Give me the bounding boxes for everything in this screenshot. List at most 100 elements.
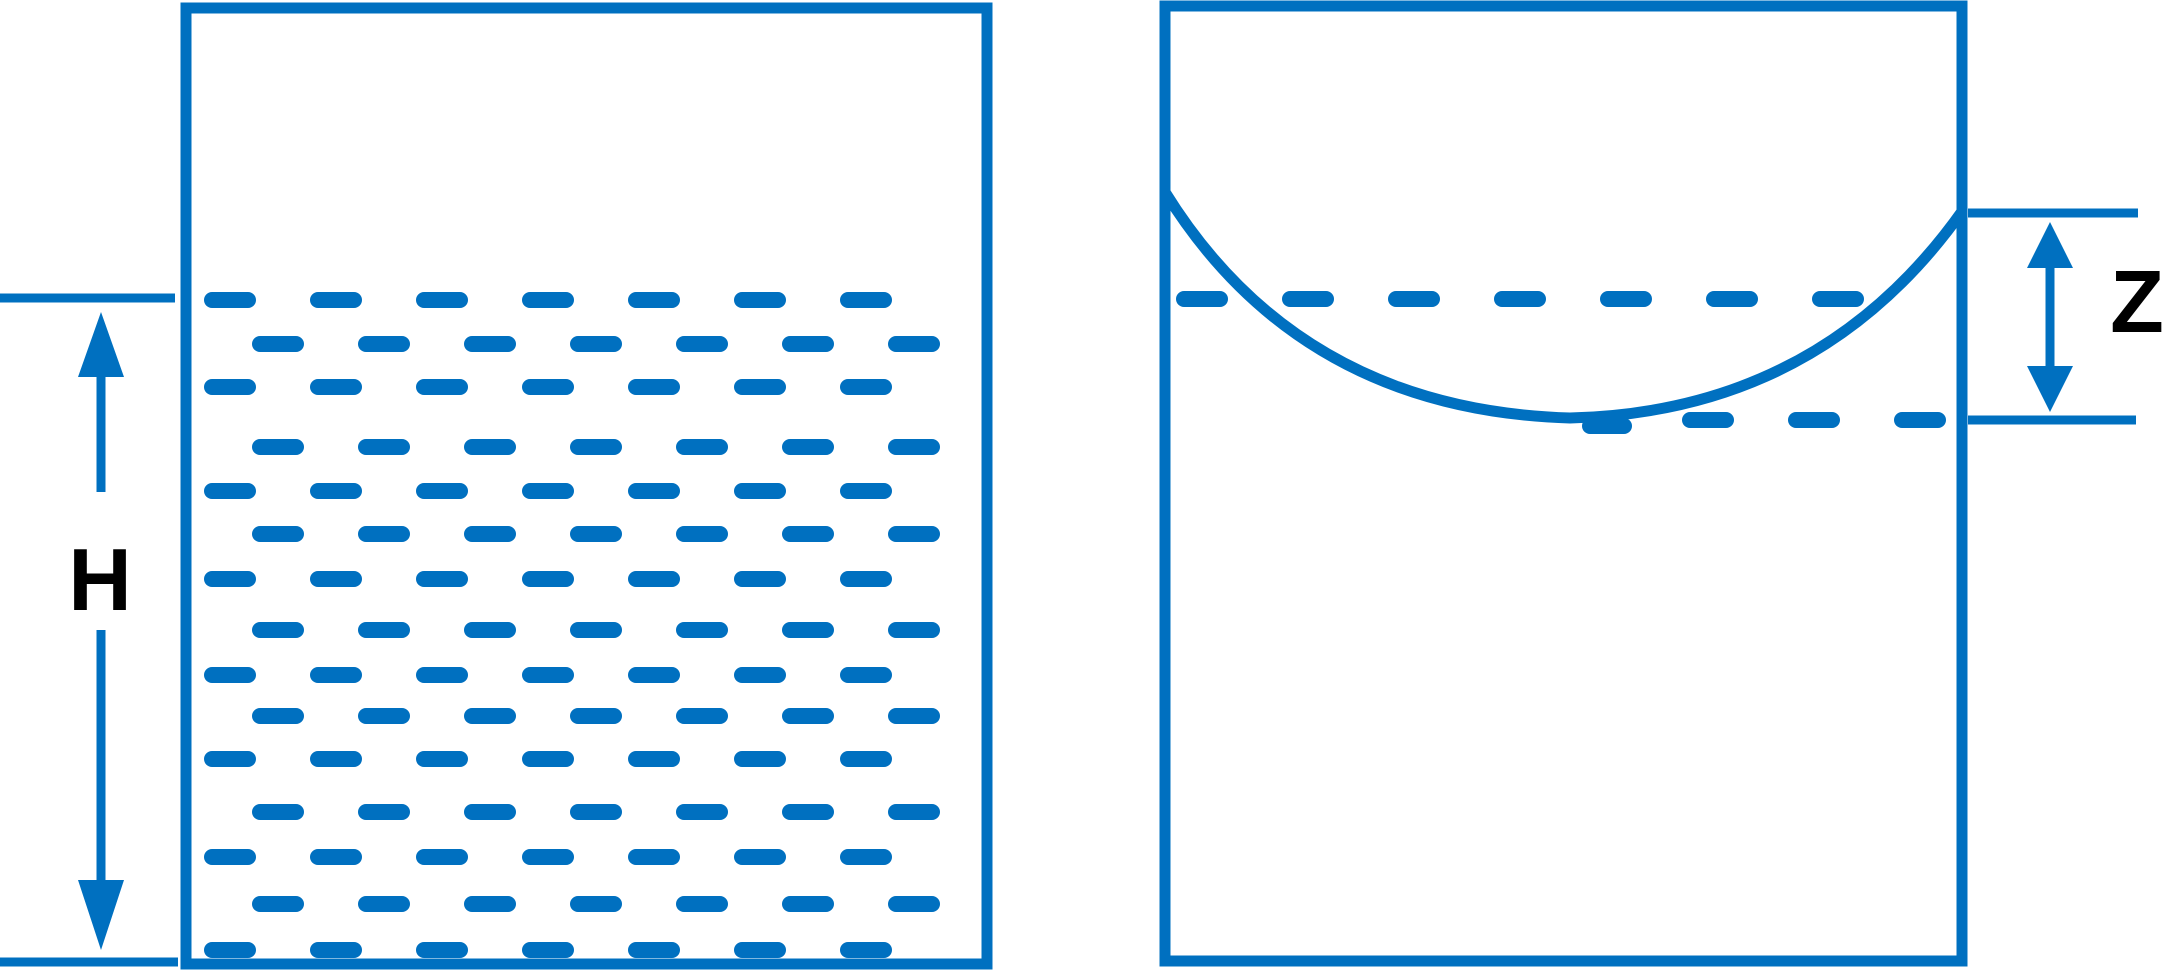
liquid-dash	[204, 292, 256, 308]
liquid-dash	[734, 571, 786, 587]
vertex-level-dash	[1894, 412, 1946, 428]
liquid-dash	[310, 942, 362, 958]
liquid-dash	[204, 483, 256, 499]
liquid-dash	[310, 292, 362, 308]
liquid-dash	[782, 526, 834, 542]
liquid-dash	[570, 526, 622, 542]
liquid-dash	[522, 849, 574, 865]
liquid-dash	[416, 292, 468, 308]
liquid-dash	[570, 336, 622, 352]
liquid-dash	[628, 667, 680, 683]
liquid-dash	[840, 571, 892, 587]
liquid-dash	[310, 849, 362, 865]
liquid-dash	[782, 439, 834, 455]
liquid-dash	[676, 526, 728, 542]
liquid-dash	[522, 667, 574, 683]
liquid-dash	[204, 751, 256, 767]
h-up-arrowhead	[78, 312, 124, 377]
liquid-dash	[358, 804, 410, 820]
liquid-dash	[734, 292, 786, 308]
liquid-dash	[252, 336, 304, 352]
left-tank-outline	[180, 2, 993, 970]
liquid-dash	[782, 622, 834, 638]
liquid-dash	[840, 849, 892, 865]
liquid-dash	[734, 667, 786, 683]
depth-label: Z	[2110, 252, 2164, 351]
liquid-dash	[676, 804, 728, 820]
liquid-dash	[358, 896, 410, 912]
liquid-dash	[464, 336, 516, 352]
left-tank-figure: H	[0, 2, 993, 970]
initial-level-dash	[1494, 291, 1546, 307]
liquid-dash	[570, 439, 622, 455]
liquid-dash	[782, 804, 834, 820]
right-tank-outline	[1159, 0, 1968, 967]
liquid-dash	[522, 571, 574, 587]
liquid-dash	[358, 439, 410, 455]
liquid-dash	[464, 526, 516, 542]
liquid-dash	[888, 622, 940, 638]
liquid-dash	[358, 708, 410, 724]
liquid-dash	[840, 379, 892, 395]
liquid-dash	[522, 379, 574, 395]
liquid-dash	[888, 439, 940, 455]
liquid-dash	[204, 942, 256, 958]
liquid-dash	[628, 942, 680, 958]
liquid-dash	[464, 439, 516, 455]
liquid-dash	[416, 379, 468, 395]
left-liquid-hatching	[204, 292, 940, 958]
liquid-dash	[676, 622, 728, 638]
liquid-dash	[310, 667, 362, 683]
liquid-dash	[570, 896, 622, 912]
liquid-dash	[416, 667, 468, 683]
liquid-dash	[252, 804, 304, 820]
h-down-arrowhead	[78, 880, 124, 950]
vertex-level-dash	[1682, 412, 1734, 428]
right-tank-figure: Z	[1159, 0, 2164, 967]
liquid-dash	[310, 751, 362, 767]
liquid-dash	[628, 751, 680, 767]
liquid-dash	[888, 896, 940, 912]
liquid-dash	[628, 379, 680, 395]
liquid-dash	[888, 804, 940, 820]
liquid-dash	[522, 942, 574, 958]
liquid-dash	[782, 708, 834, 724]
liquid-dash	[204, 667, 256, 683]
initial-level-dash	[1282, 291, 1334, 307]
liquid-dash	[840, 667, 892, 683]
liquid-dash	[840, 292, 892, 308]
height-label: H	[68, 530, 132, 629]
liquid-dash	[570, 708, 622, 724]
liquid-dash	[204, 849, 256, 865]
liquid-dash	[416, 849, 468, 865]
liquid-dash	[310, 379, 362, 395]
liquid-dash	[358, 526, 410, 542]
liquid-dash	[782, 896, 834, 912]
liquid-dash	[464, 622, 516, 638]
initial-level-dash	[1600, 291, 1652, 307]
liquid-dash	[888, 526, 940, 542]
liquid-dash	[358, 622, 410, 638]
initial-level-dash	[1176, 291, 1228, 307]
liquid-dash	[522, 292, 574, 308]
liquid-dash	[734, 849, 786, 865]
liquid-dash	[252, 622, 304, 638]
liquid-dash	[252, 439, 304, 455]
liquid-dash	[628, 849, 680, 865]
liquid-dash	[252, 896, 304, 912]
liquid-dash	[840, 483, 892, 499]
liquid-dash	[628, 483, 680, 499]
liquid-dash	[252, 526, 304, 542]
liquid-dash	[522, 483, 574, 499]
liquid-dash	[252, 708, 304, 724]
liquid-dash	[204, 379, 256, 395]
liquid-dash	[464, 804, 516, 820]
liquid-dash	[628, 571, 680, 587]
liquid-dash	[310, 483, 362, 499]
liquid-dash	[416, 571, 468, 587]
initial-level-dash	[1388, 291, 1440, 307]
liquid-dash	[570, 622, 622, 638]
liquid-dash	[358, 336, 410, 352]
right-liquid-dashes	[1176, 291, 1946, 434]
liquid-dash	[628, 292, 680, 308]
